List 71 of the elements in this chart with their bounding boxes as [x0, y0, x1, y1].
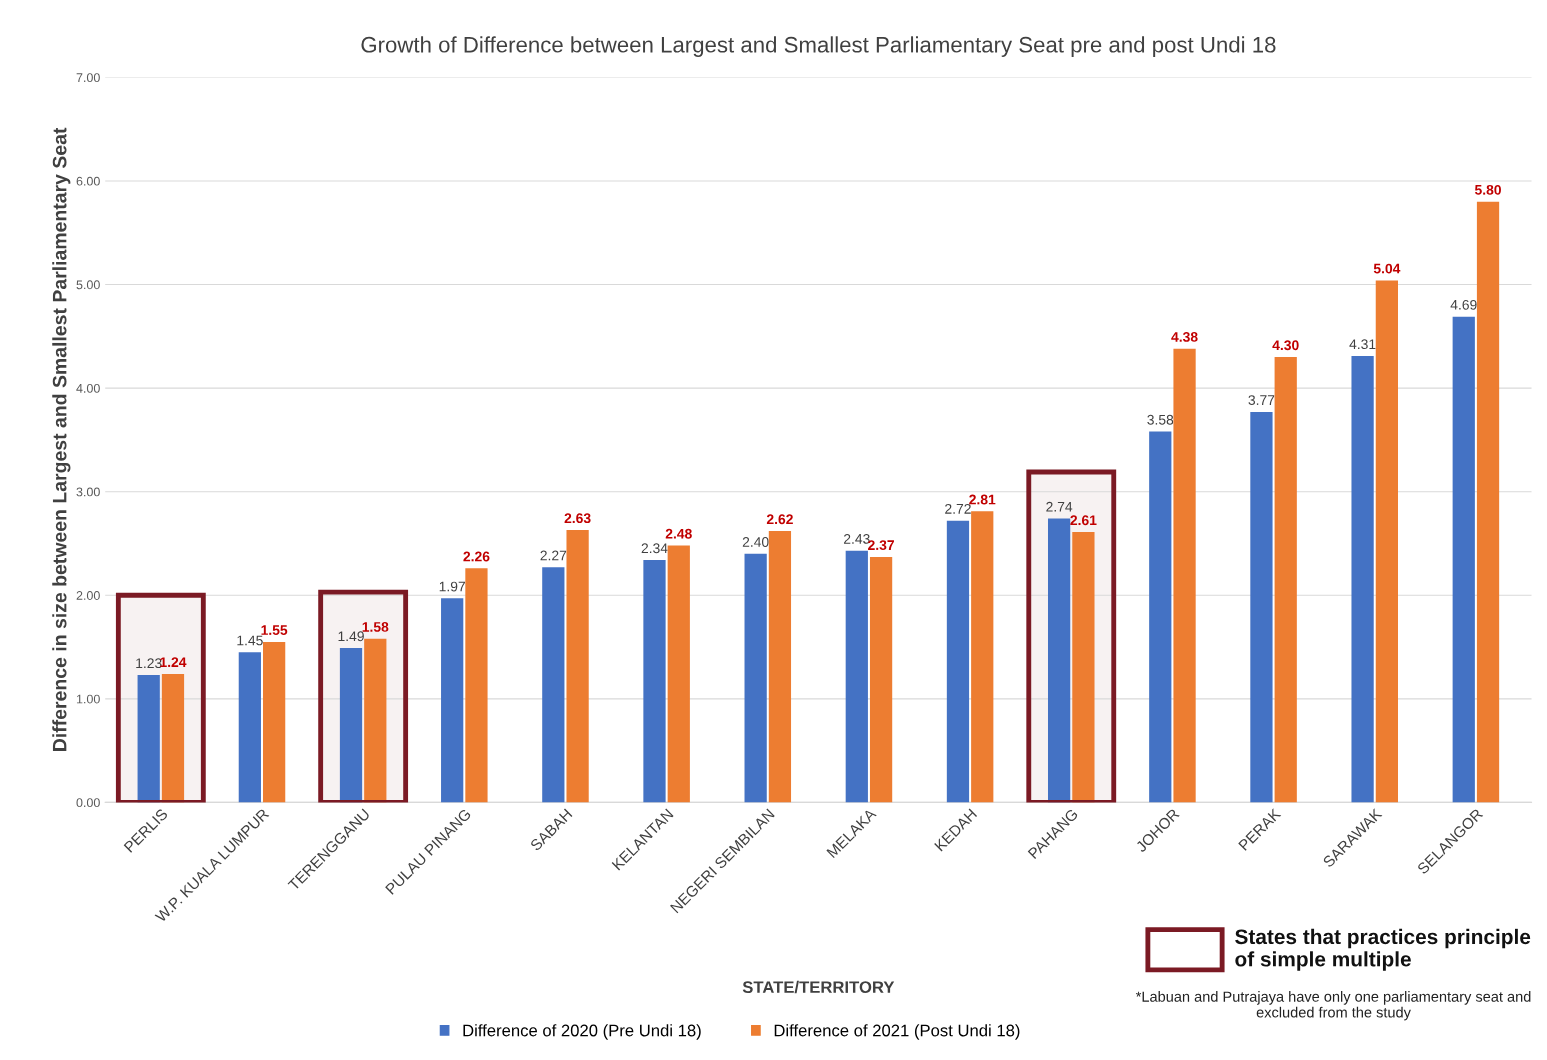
data-label: 1.45 — [237, 635, 263, 646]
y-tick-label: 1.00 — [76, 694, 100, 704]
data-label: 1.58 — [362, 622, 389, 632]
data-label: 4.38 — [1171, 332, 1198, 342]
bar — [1375, 280, 1398, 803]
y-tick-label: 6.00 — [76, 176, 100, 186]
data-label: 1.49 — [338, 631, 364, 642]
bar — [845, 550, 868, 803]
data-label: 2.27 — [540, 550, 567, 561]
bar — [971, 511, 994, 803]
bar — [1173, 348, 1196, 803]
y-tick-label: 3.00 — [76, 487, 100, 497]
bar — [566, 530, 589, 803]
legend-label: Difference of 2021 (Post Undi 18) — [774, 1024, 1020, 1040]
x-axis-title: STATE/TERRITORY — [742, 980, 895, 994]
y-tick-label: 2.00 — [76, 591, 100, 600]
data-label: 2.81 — [969, 494, 996, 505]
chart-title: Growth of Difference between Largest and Smallest Parliamentary Seat pre and post Undi 18 — [361, 36, 1276, 57]
legend-label: States that practices principle of simple multiple — [1235, 928, 1531, 971]
bar — [364, 638, 387, 803]
bar — [263, 641, 286, 803]
data-label: 2.74 — [1046, 501, 1073, 512]
bar — [339, 648, 363, 803]
data-label: 3.58 — [1147, 414, 1174, 425]
bar — [1351, 356, 1374, 803]
data-label: 1.23 — [136, 658, 162, 669]
bar — [1047, 518, 1071, 803]
y-tick-label: 0.00 — [76, 798, 100, 808]
data-label: 2.62 — [766, 514, 793, 525]
bar — [643, 560, 666, 803]
bar — [441, 598, 464, 803]
bar — [465, 568, 488, 803]
data-label: 2.34 — [641, 543, 668, 554]
data-label: 3.77 — [1248, 395, 1275, 406]
data-label: 2.40 — [742, 537, 769, 547]
bar — [1072, 532, 1095, 803]
text: *Labuan and Putrajaya have only one parliamentary seat and excluded from the study — [1135, 991, 1531, 1021]
data-label: 2.72 — [945, 503, 971, 514]
bar — [1250, 411, 1273, 803]
data-label: 4.69 — [1450, 299, 1477, 310]
bar — [1452, 316, 1475, 803]
data-label: 1.97 — [439, 581, 465, 592]
y-axis-title: Difference in size between Largest and Smallest Parliamentary Seat — [52, 127, 71, 751]
data-label: 2.43 — [843, 533, 870, 544]
bar — [667, 545, 690, 803]
bar — [1274, 357, 1297, 803]
data-label: 2.37 — [868, 540, 894, 551]
data-label: 2.26 — [463, 551, 490, 562]
bar — [1149, 431, 1172, 803]
data-label: 4.31 — [1349, 339, 1376, 350]
bar — [161, 673, 185, 803]
data-label: 5.80 — [1474, 184, 1501, 195]
bar — [869, 556, 893, 803]
data-label: 1.55 — [261, 625, 288, 635]
bar — [238, 652, 261, 803]
data-label: 1.24 — [160, 657, 187, 667]
data-label: 2.61 — [1070, 515, 1097, 526]
legend-label: Difference of 2020 (Pre Undi 18) — [463, 1024, 701, 1040]
data-label: 2.63 — [564, 513, 591, 524]
bar — [542, 567, 565, 803]
bar — [768, 531, 792, 803]
data-label: 5.04 — [1373, 263, 1401, 274]
bar — [744, 553, 767, 803]
bar — [1476, 201, 1500, 803]
y-tick-label: 5.00 — [76, 280, 100, 290]
bar — [946, 520, 970, 803]
bar — [137, 675, 160, 803]
y-tick-label: 4.00 — [76, 383, 100, 393]
data-label: 2.48 — [665, 528, 692, 539]
data-label: 4.30 — [1272, 340, 1299, 351]
y-tick-label: 7.00 — [76, 73, 100, 83]
